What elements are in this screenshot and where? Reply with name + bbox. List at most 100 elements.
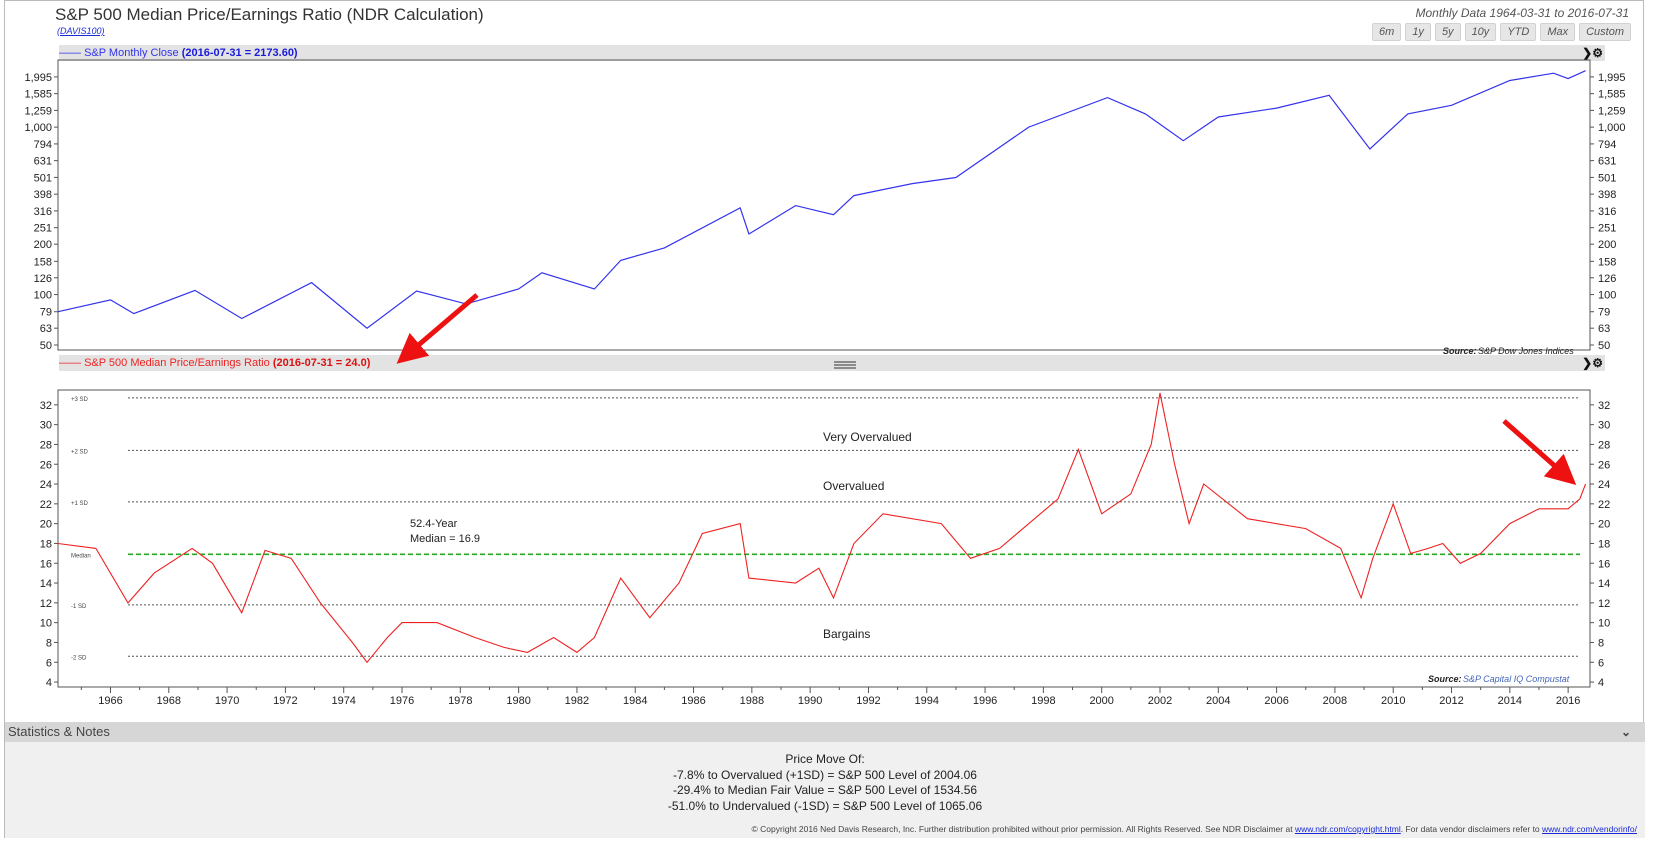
- bottom-y-tick-label-right: 4: [1598, 677, 1604, 689]
- vendor-info-link[interactable]: www.ndr.com/vendorinfo/: [1542, 824, 1637, 834]
- bottom-series-value: (2016-07-31 = 24.0): [272, 357, 371, 369]
- note-median: -29.4% to Median Fair Value = S&P 500 Le…: [672, 783, 978, 797]
- gear-icon[interactable]: ⚙: [1592, 356, 1603, 370]
- zone-label-overvalued: Overvalued: [823, 479, 884, 493]
- top-y-tick-label: 631: [34, 156, 52, 168]
- bottom-y-tick-label-right: 28: [1598, 439, 1610, 451]
- top-y-tick-label: 316: [34, 206, 52, 218]
- notes-title: Price Move Of:: [785, 752, 865, 766]
- bottom-source-label: Source:: [1428, 674, 1462, 684]
- x-tick-label: 1992: [856, 695, 880, 707]
- sd-line-label: +2 SD: [71, 449, 89, 455]
- range-button-custom[interactable]: Custom: [1579, 23, 1631, 41]
- top-y-tick-label: 158: [34, 256, 52, 268]
- top-y-tick-label-right: 251: [1598, 223, 1616, 235]
- x-tick-label: 1968: [157, 695, 181, 707]
- top-y-tick-label: 1,000: [24, 122, 52, 134]
- top-y-axis: 1,995 1,995 1,585 1,585 1,259 1,259 1,000 1,000…: [24, 72, 1625, 352]
- x-axis: 1966 1968 1970 1972 1974 1976 1978 1980 1982 1984…: [80, 687, 1580, 707]
- bottom-y-tick-label: 30: [40, 420, 52, 432]
- bottom-y-tick-label: 20: [40, 519, 52, 531]
- bottom-panel-header: —— S&P 500 Median Price/Earnings Ratio (…: [59, 355, 1605, 371]
- x-tick-label: 2000: [1089, 695, 1113, 707]
- top-y-tick-label: 1,259: [24, 105, 52, 117]
- series-code-link[interactable]: (DAVIS100): [57, 26, 105, 36]
- sd-reference-lines: +3 SD +2 SD +1 SD Median -1 SD -2 SD: [71, 397, 1580, 661]
- bottom-source-text: S&P Capital IQ Compustat: [1463, 674, 1570, 684]
- median-note-line2: Median = 16.9: [410, 533, 480, 545]
- bottom-y-tick-label-right: 32: [1598, 400, 1610, 412]
- bottom-y-tick-label-right: 14: [1598, 578, 1610, 590]
- top-y-tick-label: 1,995: [24, 72, 52, 84]
- x-tick-label: 1972: [273, 695, 297, 707]
- range-button-ytd[interactable]: YTD: [1500, 23, 1537, 41]
- x-tick-label: 2006: [1264, 695, 1288, 707]
- x-tick-label: 1990: [798, 695, 822, 707]
- top-source-label: Source:: [1443, 346, 1477, 356]
- bottom-y-tick-label: 16: [40, 558, 52, 570]
- x-tick-label: 1974: [331, 695, 355, 707]
- top-y-tick-label-right: 794: [1598, 139, 1616, 151]
- x-tick-label: 2016: [1556, 695, 1580, 707]
- collapse-chevron-icon[interactable]: ❯: [1582, 46, 1593, 60]
- sd-line-label: -1 SD: [71, 604, 87, 610]
- x-tick-label: 2012: [1439, 695, 1463, 707]
- top-y-tick-label-right: 1,259: [1598, 105, 1626, 117]
- x-tick-label: 1970: [215, 695, 239, 707]
- top-y-tick-label-right: 50: [1598, 340, 1610, 352]
- collapse-chevron-icon[interactable]: ❯: [1582, 356, 1593, 370]
- top-y-tick-label-right: 398: [1598, 189, 1616, 201]
- top-panel-header: —— S&P Monthly Close (2016-07-31 = 2173.…: [59, 45, 1605, 61]
- x-tick-label: 1982: [565, 695, 589, 707]
- bottom-panel-controls[interactable]: ❯⚙: [1582, 355, 1603, 371]
- top-y-tick-label: 50: [40, 340, 52, 352]
- range-button-1y[interactable]: 1y: [1405, 23, 1431, 41]
- x-tick-label: 1966: [98, 695, 122, 707]
- median-note-line1: 52.4-Year: [410, 518, 458, 530]
- range-button-5y[interactable]: 5y: [1434, 23, 1461, 41]
- top-y-tick-label: 251: [34, 223, 52, 235]
- pe-ratio-line: [57, 392, 1587, 664]
- range-buttons: 6m 1y 5y 10y YTD Max Custom: [1372, 23, 1631, 41]
- range-button-6m[interactable]: 6m: [1372, 23, 1402, 41]
- bottom-y-tick-label-right: 30: [1598, 420, 1610, 432]
- top-y-tick-label-right: 126: [1598, 273, 1616, 285]
- range-button-10y[interactable]: 10y: [1464, 23, 1497, 41]
- annotation-arrow-2: [1502, 419, 1577, 485]
- top-y-tick-label: 79: [40, 307, 52, 319]
- top-panel-controls[interactable]: ❯⚙: [1582, 45, 1603, 61]
- top-y-tick-label: 794: [34, 139, 52, 151]
- bottom-y-tick-label: 32: [40, 400, 52, 412]
- top-y-tick-label-right: 316: [1598, 206, 1616, 218]
- bottom-y-tick-label-right: 20: [1598, 519, 1610, 531]
- top-y-tick-label-right: 100: [1598, 290, 1616, 302]
- copyright-text: © Copyright 2016 Ned Davis Research, Inc…: [751, 824, 1293, 834]
- panel-splitter-handle[interactable]: [834, 361, 856, 369]
- sd-line-label: +3 SD: [71, 397, 89, 403]
- bottom-y-axis: 32 32 30 30 28 28 26 26 24 24 22 22 20 20 18 18 16 16 14 14…: [40, 400, 1611, 689]
- x-tick-label: 1986: [681, 695, 705, 707]
- date-range-text: Monthly Data 1964-03-31 to 2016-07-31: [1415, 6, 1629, 20]
- bottom-y-tick-label-right: 26: [1598, 459, 1610, 471]
- top-series-value: (2016-07-31 = 2173.60): [181, 47, 298, 59]
- stats-notes-header[interactable]: Statistics & Notes ⌄: [5, 722, 1645, 742]
- bottom-y-tick-label: 22: [40, 499, 52, 511]
- bottom-y-tick-label-right: 18: [1598, 538, 1610, 550]
- notes-block: Price Move Of: -7.8% to Overvalued (+1SD…: [5, 752, 1645, 814]
- top-y-tick-label: 200: [34, 239, 52, 251]
- chart-window: S&P 500 Median Price/Earnings Ratio (NDR…: [4, 0, 1644, 838]
- range-button-max[interactable]: Max: [1540, 23, 1576, 41]
- copyright-link[interactable]: www.ndr.com/copyright.html: [1294, 824, 1401, 834]
- x-tick-label: 2014: [1498, 695, 1522, 707]
- top-y-tick-label-right: 79: [1598, 307, 1610, 319]
- top-y-tick-label: 100: [34, 290, 52, 302]
- sp500-price-line: [57, 70, 1586, 329]
- stats-header-label: Statistics & Notes: [8, 724, 110, 739]
- chevron-down-icon[interactable]: ⌄: [1620, 725, 1631, 739]
- bottom-y-tick-label-right: 8: [1598, 637, 1604, 649]
- gear-icon[interactable]: ⚙: [1592, 46, 1603, 60]
- copyright-mid: . For data vendor disclaimers refer to: [1400, 824, 1540, 834]
- x-tick-label: 1988: [740, 695, 764, 707]
- sd-line-label: -2 SD: [71, 655, 87, 661]
- top-y-tick-label: 1,585: [24, 89, 52, 101]
